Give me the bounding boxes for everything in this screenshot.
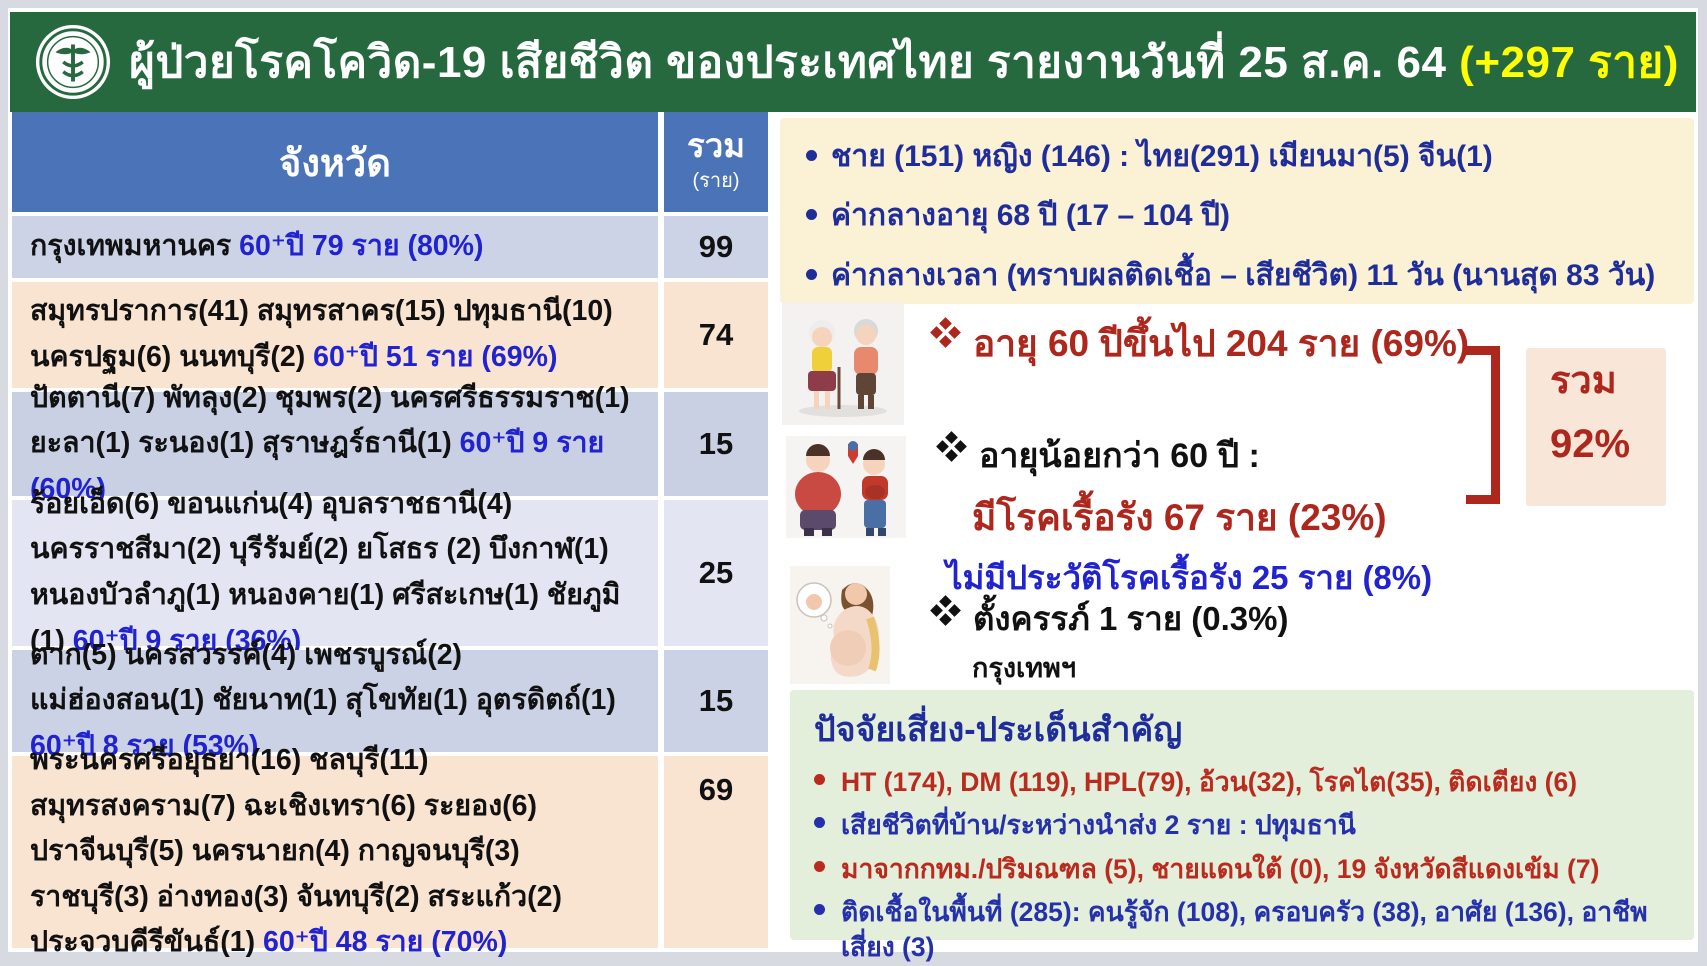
total-column-header: รวม (ราย) xyxy=(664,112,768,212)
risk-bullet: ติดเชื้อในพื้นที่ (285): คนรู้จัก (108),… xyxy=(814,895,1674,964)
diamond-bullet-icon xyxy=(936,431,967,462)
risk-bullet: HT (174), DM (119), HPL(79), อ้วน(32), โ… xyxy=(814,765,1674,799)
page-title: ผู้ป่วยโรคโควิด-19 เสียชีวิต ของประเทศไท… xyxy=(129,38,1679,87)
elder-stat: 60⁺ปี 9 ราย (60%) xyxy=(30,427,605,505)
demographics-bullet: ชาย (151) หญิง (146) : ไทย(291) เมียนมา(… xyxy=(806,138,1684,176)
diamond-bullet-icon xyxy=(930,595,961,626)
chronic-disease-illustration xyxy=(786,436,906,538)
demographics-panel: ชาย (151) หญิง (146) : ไทย(291) เมียนมา(… xyxy=(780,118,1694,304)
row-total: 69 xyxy=(698,772,734,807)
table-row: พระนครศรีอยุธยา(16) ชลบุรี(11) สมุทรสงคร… xyxy=(12,744,768,958)
combined-total-box: รวม 92% xyxy=(1526,348,1666,506)
province-column-header: จังหวัด xyxy=(12,112,658,212)
table-row: ร้อยเอ็ด(6) ขอนแก่น(4) อุบลราชธานี(4) นค… xyxy=(12,488,768,657)
elder-stat: 60⁺ปี 51 ราย (69%) xyxy=(313,341,558,373)
bullet-dot-icon xyxy=(814,774,825,785)
bullet-dot-icon xyxy=(806,150,817,161)
elder-stat: 60⁺ปี 79 ราย (80%) xyxy=(239,230,484,263)
row-total: 25 xyxy=(698,555,734,590)
table-row: สมุทรปราการ(41) สมุทรสาคร(15) ปทุมธานี(1… xyxy=(12,282,768,388)
diamond-bullet-icon xyxy=(930,317,961,348)
table-header-row: จังหวัด รวม (ราย) xyxy=(12,112,768,212)
pregnant-location-note: กรุงเทพฯ xyxy=(972,653,1077,683)
elderly-couple-illustration xyxy=(782,303,904,425)
pregnant-stat: ตั้งครรภ์ 1 ราย (0.3%) xyxy=(930,592,1288,645)
bullet-dot-icon xyxy=(814,817,825,829)
grouping-bracket xyxy=(1466,346,1500,504)
bullet-dot-icon xyxy=(814,904,825,916)
demographics-bullet: ค่ากลางอายุ 68 ปี (17 – 104 ปี) xyxy=(806,197,1684,235)
province-table: จังหวัด รวม (ราย) กรุงเทพมหานคร 60⁺ปี 79… xyxy=(12,112,768,958)
no-chronic-history-stat: ไม่มีประวัติโรคเรื้อรัง 25 ราย (8%) xyxy=(946,559,1433,596)
table-row: กรุงเทพมหานคร 60⁺ปี 79 ราย (80%) 99 xyxy=(12,216,768,278)
pregnant-woman-illustration xyxy=(790,566,890,684)
bullet-dot-icon xyxy=(806,209,817,221)
risk-bullet: เสียชีวิตที่บ้าน/ระหว่างนำส่ง 2 ราย : ปท… xyxy=(814,808,1674,842)
demographics-bullet: ค่ากลางเวลา (ทราบผลติดเชื้อ – เสียชีวิต)… xyxy=(806,257,1684,295)
age-under60-label: อายุน้อยกว่า 60 ปี : xyxy=(936,428,1260,482)
header-bar: ผู้ป่วยโรคโควิด-19 เสียชีวิต ของประเทศไท… xyxy=(10,12,1696,112)
bullet-dot-icon xyxy=(814,860,825,872)
row-total: 15 xyxy=(698,683,734,718)
table-row: ปัตตานี(7) พัทลุง(2) ชุมพร(2) นครศรีธรรม… xyxy=(12,382,768,505)
risk-bullet: มาจากกทม./ปริมณฑล (5), ชายแดนใต้ (0), 19… xyxy=(814,852,1674,886)
age-60plus-stat: อายุ 60 ปีขึ้นไป 204 ราย (69%) xyxy=(930,314,1469,373)
slide-canvas: ผู้ป่วยโรคโควิด-19 เสียชีวิต ของประเทศไท… xyxy=(8,8,1698,962)
row-total: 15 xyxy=(698,426,734,461)
bullet-dot-icon xyxy=(806,268,817,280)
chronic-disease-stat: มีโรคเรื้อรัง 67 ราย (23%) xyxy=(972,497,1387,538)
moph-logo-icon xyxy=(34,23,112,101)
combined-total-label: รวม xyxy=(1550,360,1617,402)
row-total: 99 xyxy=(698,229,734,264)
elder-stat: 60⁺ปี 48 ราย (70%) xyxy=(262,926,508,959)
row-total: 74 xyxy=(698,317,734,352)
title-new-cases-highlight: (+297 ราย) xyxy=(1459,38,1679,87)
risk-panel-title: ปัจจัยเสี่ยง-ประเด็นสำคัญ xyxy=(814,711,1183,749)
combined-total-value: 92% xyxy=(1550,422,1631,466)
table-row: ตาก(5) นครสวรรค์(4) เพชรบูรณ์(2) แม่ฮ่อง… xyxy=(12,639,768,762)
risk-factors-panel: ปัจจัยเสี่ยง-ประเด็นสำคัญ HT (174), DM (… xyxy=(790,690,1694,962)
